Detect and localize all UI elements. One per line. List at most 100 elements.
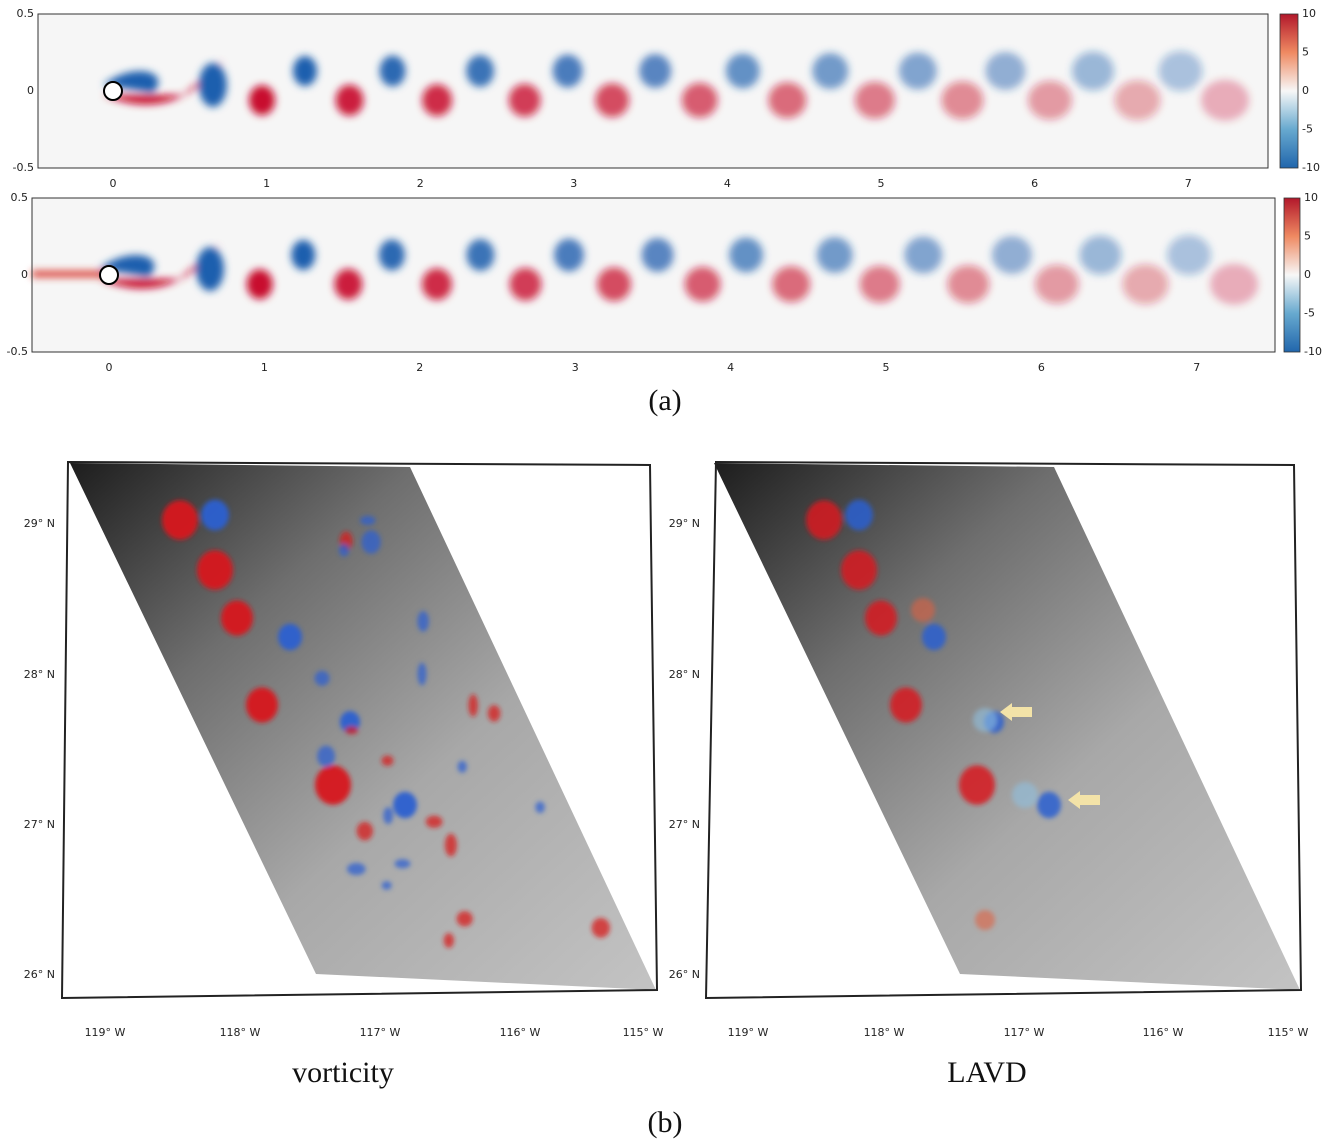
vortex xyxy=(198,63,227,107)
lon-label: 115° W xyxy=(623,1026,664,1039)
x-tick-label: 2 xyxy=(417,177,424,190)
vortex xyxy=(508,83,541,117)
eddy xyxy=(529,567,542,589)
vortex xyxy=(1201,79,1250,121)
map-frame xyxy=(60,460,659,1000)
vortex xyxy=(729,237,764,273)
eddy xyxy=(598,712,617,730)
eddy xyxy=(221,600,253,636)
eddy xyxy=(361,530,381,554)
lon-label: 115° W xyxy=(1268,1026,1309,1039)
plot-frame xyxy=(31,197,1276,353)
eddy xyxy=(1012,782,1038,808)
cylinder xyxy=(103,81,123,101)
panel-label: (a) xyxy=(648,384,681,417)
y-tick-label: 0.5 xyxy=(11,191,29,204)
y-tick-label: -0.5 xyxy=(13,161,34,174)
x-tick-label: 5 xyxy=(878,177,885,190)
eddy xyxy=(381,755,394,766)
eddy xyxy=(845,499,873,531)
vortex xyxy=(639,53,672,88)
vortex xyxy=(552,54,583,88)
colorbar-tick-label: 10 xyxy=(1302,7,1316,20)
lat-label: 26° N xyxy=(669,968,700,981)
vortex xyxy=(725,53,760,89)
colorbar-tick-label: -5 xyxy=(1302,123,1313,136)
vortex xyxy=(597,267,632,302)
vortex xyxy=(859,265,900,303)
vortex xyxy=(641,237,674,272)
eddy xyxy=(474,523,487,538)
colorbar-tick-label: 0 xyxy=(1304,268,1311,281)
x-tick-label: 6 xyxy=(1038,361,1045,374)
lat-label: 26° N xyxy=(24,968,55,981)
x-tick-label: 6 xyxy=(1031,177,1038,190)
eddy xyxy=(890,687,922,723)
lon-label: 116° W xyxy=(500,1026,541,1039)
vortex xyxy=(1210,263,1259,305)
plot-frame xyxy=(37,13,1269,169)
eddy xyxy=(509,631,520,656)
vortex xyxy=(854,81,895,119)
eddy xyxy=(570,718,582,736)
colorbar xyxy=(1283,197,1301,353)
eddy xyxy=(468,694,478,717)
x-tick-label: 4 xyxy=(724,177,731,190)
lon-label: 118° W xyxy=(220,1026,261,1039)
eddy xyxy=(499,633,512,643)
colorbar-tick-label: -10 xyxy=(1304,345,1322,358)
eddy xyxy=(444,833,457,857)
vortex xyxy=(991,235,1032,274)
eddy xyxy=(590,655,604,671)
vortex xyxy=(816,236,853,273)
vortex xyxy=(595,83,630,118)
eddy xyxy=(556,712,570,725)
lon-label: 116° W xyxy=(1143,1026,1184,1039)
eddy xyxy=(457,534,469,551)
satellite-image xyxy=(70,463,656,990)
map-frame xyxy=(704,460,1303,1000)
eddy xyxy=(417,662,427,686)
colorbar-tick-label: 5 xyxy=(1302,46,1309,59)
y-tick-label: 0.5 xyxy=(17,7,35,20)
eddy xyxy=(345,726,359,735)
vortex xyxy=(246,269,273,300)
vortex xyxy=(941,81,984,120)
eddy xyxy=(535,801,545,814)
colorbar-tick-label: 5 xyxy=(1304,230,1311,243)
eddy xyxy=(346,862,366,876)
eddy xyxy=(359,515,376,526)
vortex xyxy=(947,265,990,304)
x-tick-label: 0 xyxy=(110,177,117,190)
colorbar xyxy=(1279,13,1299,169)
vortex xyxy=(684,266,721,302)
vortex xyxy=(985,51,1026,90)
vortex xyxy=(772,266,811,303)
vortex xyxy=(812,52,849,89)
arrow xyxy=(1068,791,1100,809)
upstream-wake xyxy=(32,271,109,277)
x-tick-label: 1 xyxy=(263,177,270,190)
eddy xyxy=(338,543,350,557)
vortex xyxy=(681,82,718,118)
wake-blue xyxy=(99,255,155,277)
colorbar-tick-label: -10 xyxy=(1302,161,1320,174)
eddy xyxy=(959,765,995,805)
lat-label: 27° N xyxy=(24,818,55,831)
y-tick-label: 0 xyxy=(21,268,28,281)
eddy xyxy=(487,705,501,722)
wake-red xyxy=(99,245,219,289)
lon-label: 118° W xyxy=(864,1026,905,1039)
vortex xyxy=(1114,80,1161,121)
eddy xyxy=(417,611,429,632)
x-tick-label: 0 xyxy=(106,361,113,374)
vortex xyxy=(293,55,317,86)
vortex xyxy=(768,82,807,119)
vortex xyxy=(466,238,495,271)
eddy xyxy=(314,670,330,686)
eddy xyxy=(315,765,351,805)
eddy xyxy=(1037,791,1061,819)
vortex xyxy=(196,247,225,291)
x-tick-label: 4 xyxy=(727,361,734,374)
vortex xyxy=(378,239,405,271)
